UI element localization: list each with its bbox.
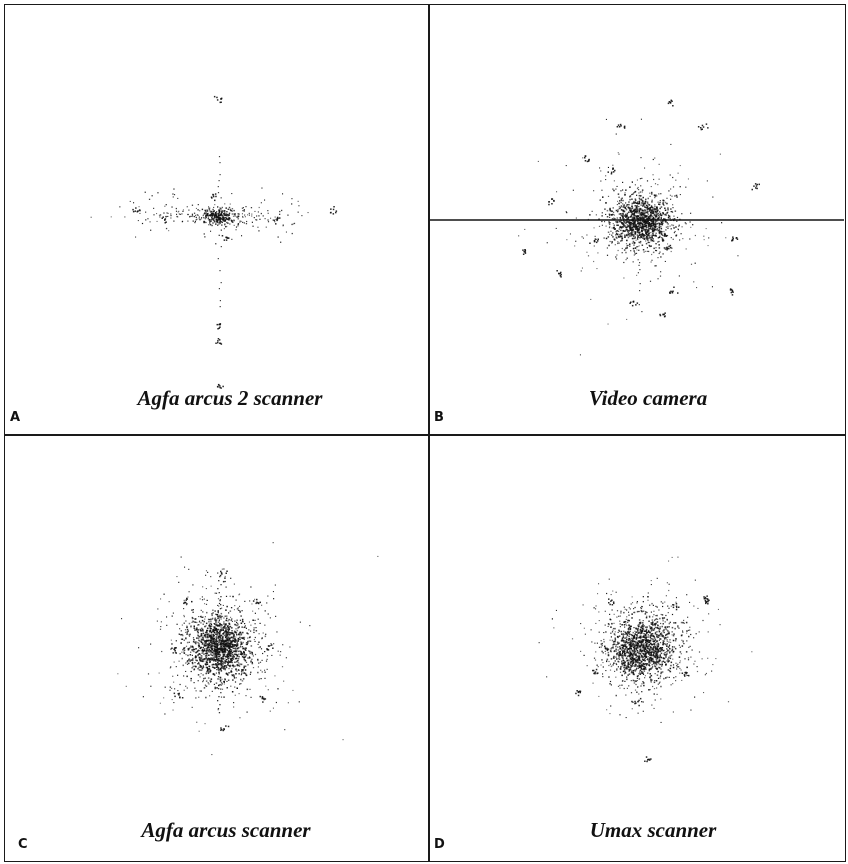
panel-caption-b: Video camera [588,386,708,410]
panel-letter-a: A [10,410,21,425]
panel-caption-a: Agfa arcus 2 scanner [137,386,323,410]
panel-letter-d: D [434,837,445,852]
panel-a: A Agfa arcus 2 scanner [6,6,427,433]
panel-d: D Umax scanner [430,436,844,860]
spectrum-plot-c [117,542,379,756]
panel-caption-d: Umax scanner [589,818,717,842]
panel-c: C Agfa arcus scanner [6,436,427,860]
panel-caption-c: Agfa arcus scanner [141,818,311,842]
panel-letter-c: C [18,837,28,852]
panel-b: B Video camera [430,6,844,433]
panel-divider-vertical [428,4,430,862]
panel-divider-horizontal [4,434,846,436]
spectrum-plot-b [430,99,844,356]
figure-frame [4,4,846,862]
spectrum-plot-d [538,556,753,763]
spectrum-plot-a [90,95,338,389]
panel-letter-b: B [434,410,444,425]
